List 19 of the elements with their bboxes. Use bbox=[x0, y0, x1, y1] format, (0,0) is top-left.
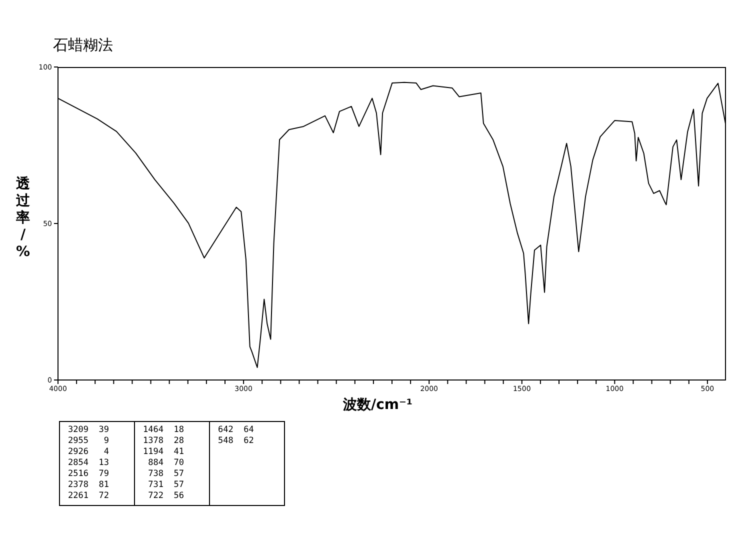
text: 2926 4 bbox=[68, 447, 110, 458]
text: 3209 39 bbox=[68, 425, 110, 436]
text: 1464 18 bbox=[143, 425, 185, 436]
text: 2955 9 bbox=[68, 436, 110, 447]
text: 1194 41 bbox=[143, 447, 185, 458]
text: 642 64 bbox=[218, 425, 255, 436]
chart-title: 石蜡糊法 bbox=[53, 36, 113, 55]
text: 2854 13 bbox=[68, 458, 110, 469]
text: 2516 79 bbox=[68, 469, 110, 480]
y-axis-title: 透过率/% bbox=[14, 176, 32, 260]
text: 722 56 bbox=[147, 491, 185, 502]
text: 738 57 bbox=[147, 469, 185, 480]
text: 548 62 bbox=[218, 436, 255, 447]
text: 2261 72 bbox=[68, 491, 110, 502]
text: 884 70 bbox=[147, 458, 185, 469]
text: 731 57 bbox=[147, 480, 185, 491]
text: 2378 81 bbox=[68, 480, 110, 491]
text: 1378 28 bbox=[143, 436, 185, 447]
x-axis-title: 波数/cm⁻¹ bbox=[343, 397, 413, 413]
